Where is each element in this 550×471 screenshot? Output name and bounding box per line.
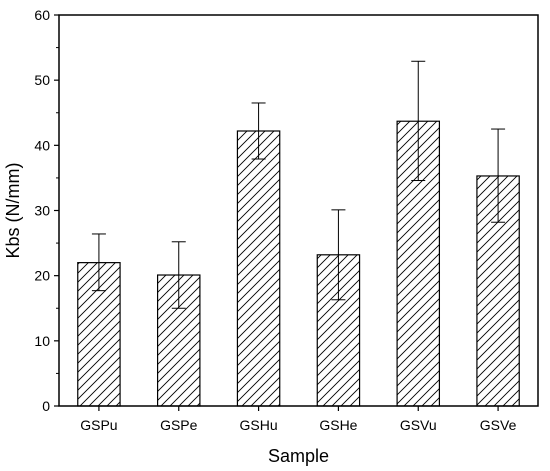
x-tick-label: GSPe — [160, 417, 198, 433]
x-tick-label: GSVu — [400, 417, 437, 433]
y-tick-label: 50 — [34, 72, 50, 88]
x-tick-label: GSHu — [240, 417, 278, 433]
y-tick-label: 0 — [42, 398, 50, 414]
x-tick-label: GSVe — [480, 417, 517, 433]
bar-gsvu — [396, 120, 441, 407]
x-tick-label: GSHe — [319, 417, 357, 433]
bars-layer — [77, 120, 520, 407]
y-axis-title: Kbs (N/mm) — [3, 163, 23, 259]
plot-frame — [58, 14, 539, 407]
bar-gshu — [236, 130, 281, 407]
y-tick-label: 40 — [34, 137, 50, 153]
x-axis-title: Sample — [268, 446, 329, 466]
y-tick-label: 20 — [34, 268, 50, 284]
y-tick-label: 60 — [34, 7, 50, 23]
y-tick-label: 30 — [34, 203, 50, 219]
y-tick-label: 10 — [34, 333, 50, 349]
x-tick-label: GSPu — [80, 417, 117, 433]
error-bars-layer — [91, 60, 506, 309]
ticks-layer: GSPu GSPe GSHu GSHe GSVu GSVe 0 10 20 30 40 50 60 — [34, 7, 516, 433]
